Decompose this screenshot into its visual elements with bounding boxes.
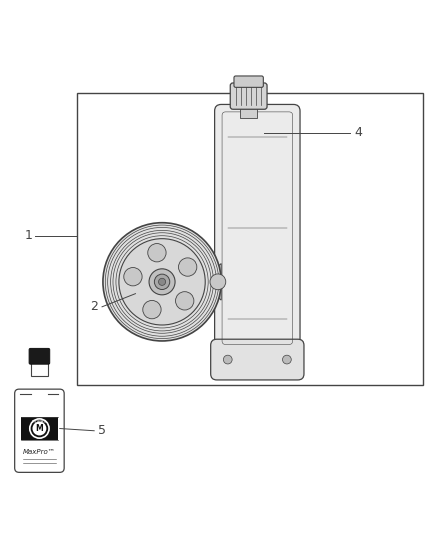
Circle shape bbox=[283, 355, 291, 364]
Circle shape bbox=[124, 268, 142, 286]
FancyBboxPatch shape bbox=[234, 76, 263, 87]
Circle shape bbox=[119, 239, 205, 325]
Circle shape bbox=[154, 274, 170, 289]
Circle shape bbox=[103, 223, 221, 341]
Bar bbox=[77, 93, 423, 385]
Text: 5: 5 bbox=[98, 424, 106, 437]
Circle shape bbox=[159, 278, 166, 285]
Bar bbox=[21, 417, 58, 440]
Bar bbox=[31, 359, 48, 376]
Circle shape bbox=[176, 292, 194, 310]
Circle shape bbox=[32, 422, 46, 435]
FancyBboxPatch shape bbox=[230, 83, 267, 109]
Text: M: M bbox=[35, 424, 43, 433]
Circle shape bbox=[179, 258, 197, 276]
Text: 4: 4 bbox=[354, 126, 362, 140]
Text: MaxPro™: MaxPro™ bbox=[23, 449, 56, 455]
Circle shape bbox=[143, 301, 161, 319]
FancyBboxPatch shape bbox=[29, 349, 50, 364]
Circle shape bbox=[149, 269, 175, 295]
Bar bbox=[240, 107, 257, 118]
Circle shape bbox=[148, 244, 166, 262]
FancyBboxPatch shape bbox=[215, 104, 300, 352]
FancyBboxPatch shape bbox=[211, 339, 304, 380]
Circle shape bbox=[210, 274, 226, 290]
Text: 1: 1 bbox=[25, 229, 32, 243]
Polygon shape bbox=[213, 263, 221, 300]
Circle shape bbox=[30, 419, 49, 438]
Text: MOPAR: MOPAR bbox=[32, 420, 47, 424]
Circle shape bbox=[223, 355, 232, 364]
FancyBboxPatch shape bbox=[14, 389, 64, 472]
Text: 2: 2 bbox=[90, 300, 98, 313]
